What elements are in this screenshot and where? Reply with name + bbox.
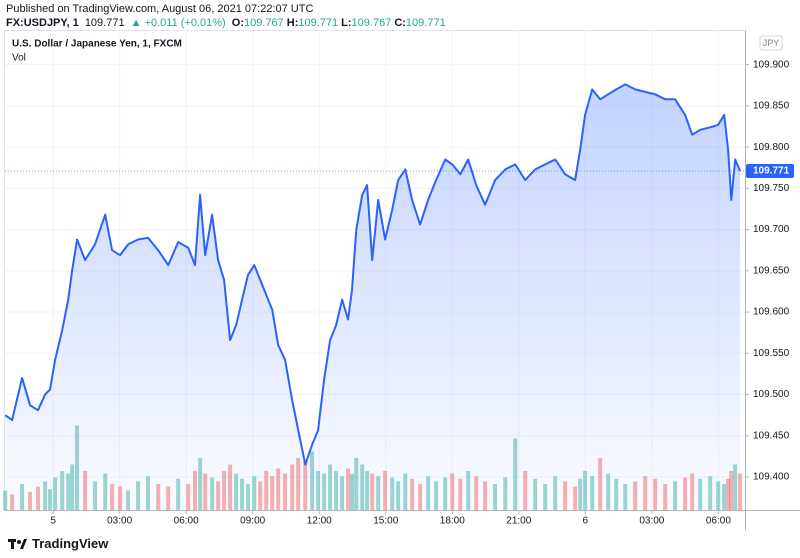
ohlc-value: 109.767	[351, 17, 392, 29]
x-tick-label: 06:00	[174, 516, 199, 527]
footer: TradingView	[8, 536, 108, 551]
ohlc-value: 109.767	[244, 17, 284, 29]
ohlc-label: H:	[286, 17, 299, 29]
y-tick-label: 109.800	[753, 142, 790, 153]
y-tick-label: 109.450	[753, 430, 790, 441]
last-price: 109.771	[84, 17, 125, 29]
x-tick-label: 12:00	[307, 516, 332, 527]
y-tick-label: 109.650	[753, 265, 790, 276]
chart-title: U.S. Dollar / Japanese Yen, 1, FXCM	[12, 39, 182, 50]
x-tick-label: 18:00	[440, 516, 465, 527]
chart: U.S. Dollar / Japanese Yen, 1, FXCM Vol …	[3, 30, 800, 530]
logo	[8, 538, 27, 549]
y-tick-label: 109.700	[753, 224, 790, 235]
last-price-label: 109.771	[753, 166, 790, 177]
x-tick-label: 06:00	[706, 516, 731, 527]
x-tick-label: 03:00	[639, 516, 664, 527]
price-line	[4, 83, 742, 466]
x-tick-label: 03:00	[107, 516, 132, 527]
last-price-box	[746, 164, 794, 179]
currency[interactable]: JPY	[763, 38, 780, 48]
volume-bar	[738, 473, 743, 510]
symbol: FX:USDJPY, 1	[6, 17, 79, 29]
ohlc-value: 109.771	[405, 17, 446, 29]
area-fill	[5, 84, 741, 511]
x-tick-label: 21:00	[506, 516, 531, 527]
y-tick-label: 109.850	[753, 101, 790, 112]
change: ▲ +0.011 (+0.01%)	[130, 17, 226, 29]
ohlc-value: 109.771	[298, 17, 339, 29]
x-tick-label: 09:00	[240, 516, 265, 527]
ohlc-label: C:	[394, 17, 406, 29]
published-line: Published on TradingView.com, August 06,…	[6, 3, 314, 15]
y-tick-label: 109.600	[753, 307, 790, 318]
y-tick-label: 109.900	[753, 59, 790, 70]
ohlc: O:109.767 H:109.771 L:109.767 C:109.771	[232, 17, 449, 29]
y-tick-label: 109.750	[753, 183, 790, 194]
legend-line: FX:USDJPY, 1 109.771 ▲ +0.011 (+0.01%) O…	[6, 17, 452, 29]
x-tick-label: 15:00	[373, 516, 398, 527]
brand: TradingView	[32, 536, 109, 551]
x-tick-label: 6	[583, 516, 589, 527]
chart-subtitle: Vol	[12, 53, 26, 64]
y-tick-label: 109.550	[753, 348, 790, 359]
y-tick-label: 109.400	[753, 472, 790, 483]
currency-box[interactable]	[759, 35, 783, 51]
y-tick-label: 109.500	[753, 389, 790, 400]
x-tick-label: 5	[50, 516, 56, 527]
ohlc-label: O:	[231, 17, 245, 29]
ohlc-label: L:	[341, 17, 352, 29]
